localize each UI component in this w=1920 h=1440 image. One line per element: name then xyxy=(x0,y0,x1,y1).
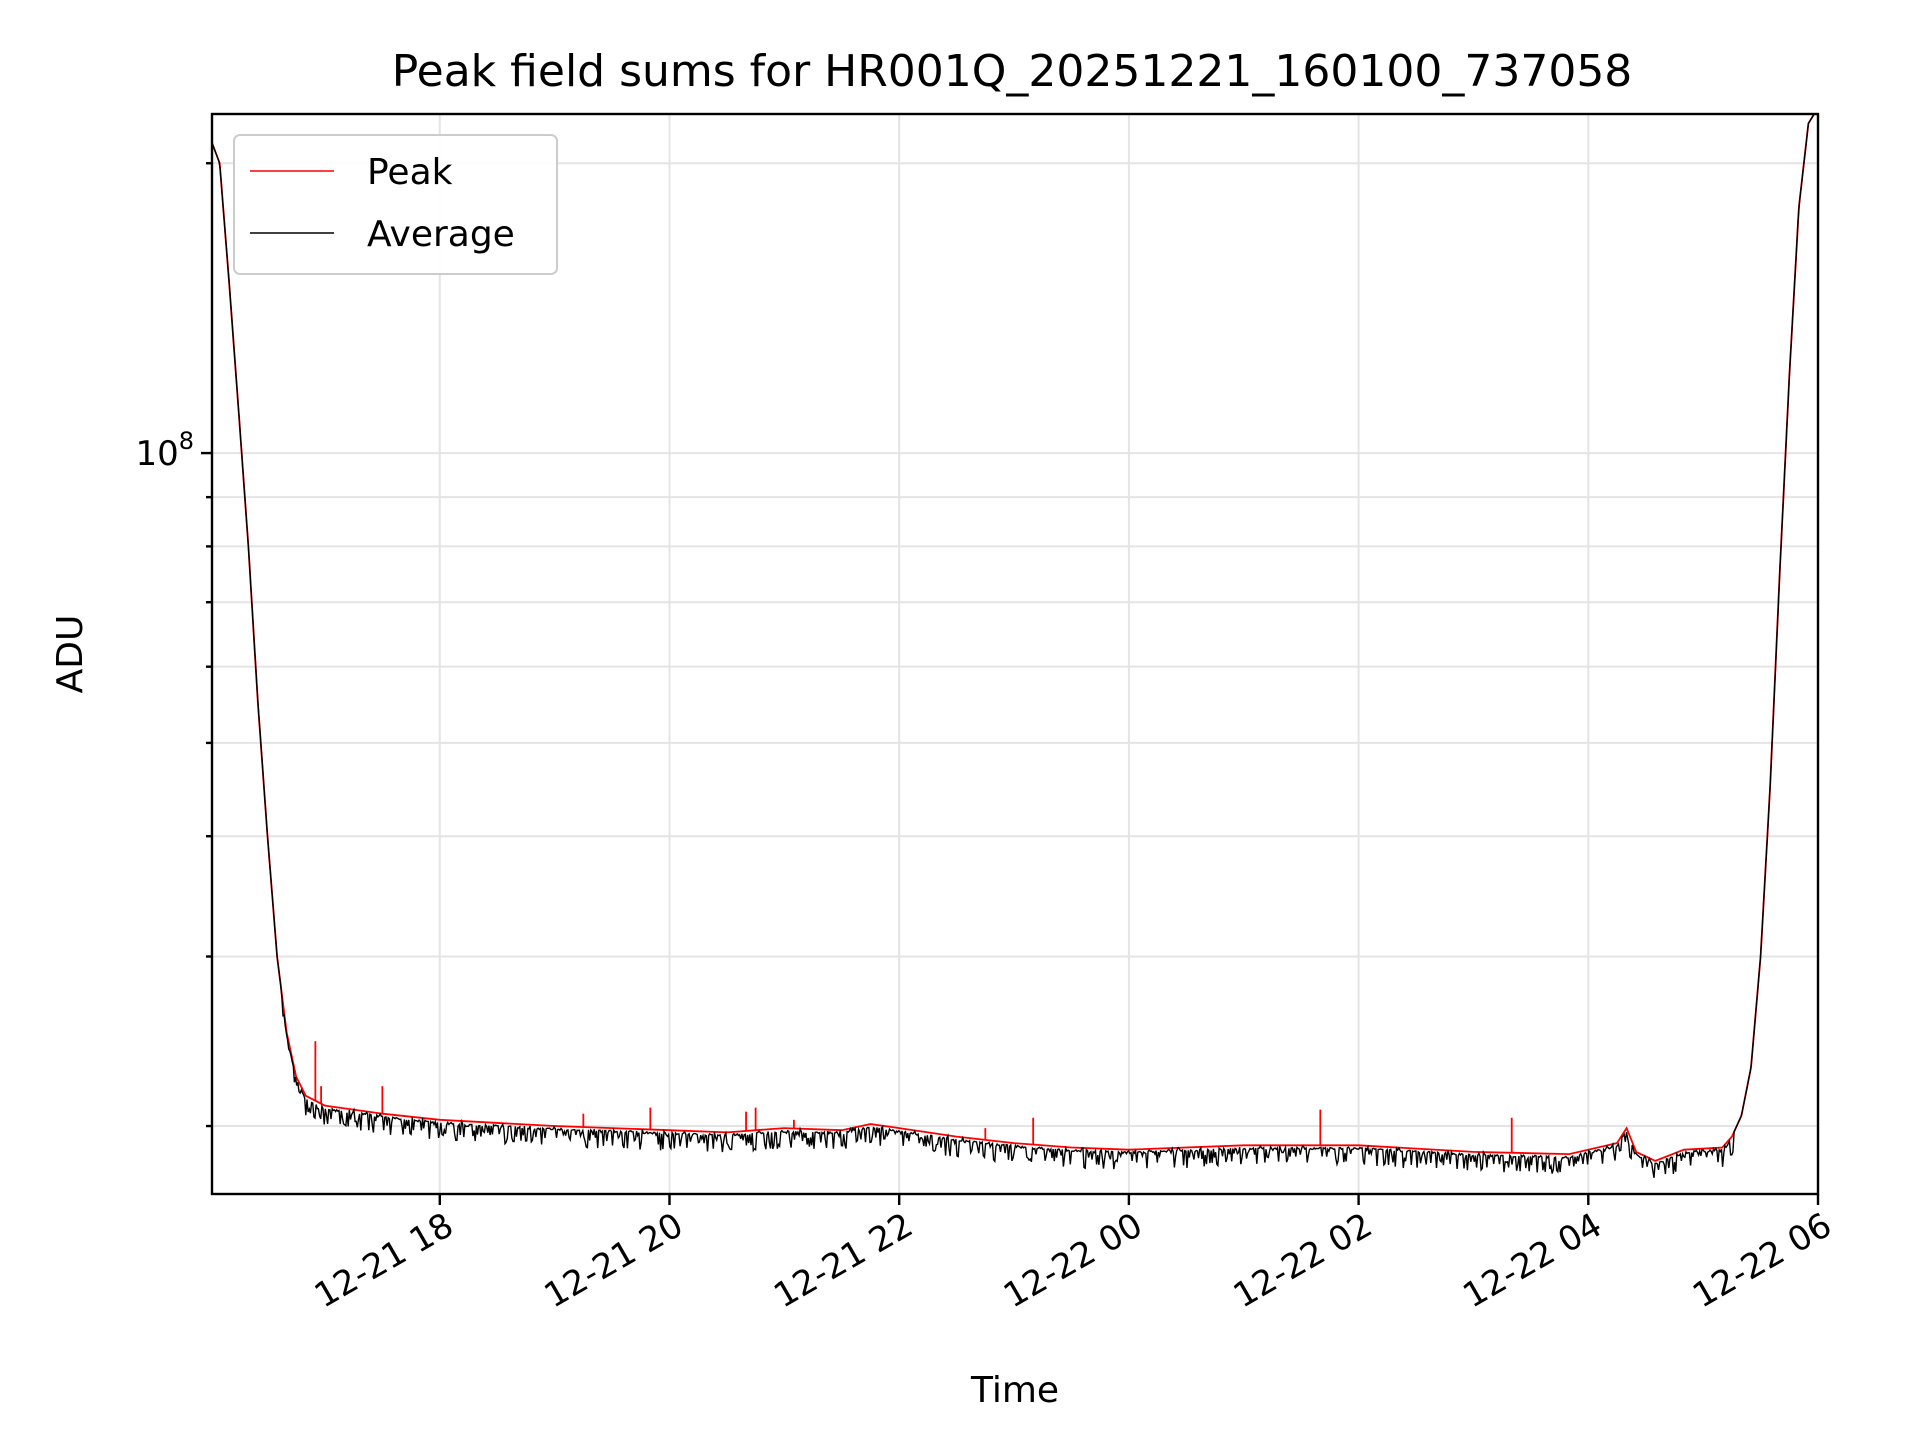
y-tick-exponent: 8 xyxy=(179,427,194,455)
series-average-line xyxy=(212,114,1815,1178)
x-tick-label: 12-21 20 xyxy=(538,1205,690,1316)
legend: Peak Average xyxy=(233,134,558,275)
x-tick-label: 12-22 02 xyxy=(1227,1205,1379,1316)
y-axis-label: ADU xyxy=(50,615,91,694)
y-tick-label: 108 xyxy=(135,427,194,474)
y-tick-base: 10 xyxy=(135,434,178,474)
x-tick-label: 12-22 04 xyxy=(1456,1205,1608,1316)
plot-frame xyxy=(210,112,1820,1196)
legend-box xyxy=(233,134,558,275)
legend-label-average: Average xyxy=(367,214,515,255)
grid-lines xyxy=(212,114,1819,1194)
x-tick-label: 12-22 06 xyxy=(1686,1205,1838,1316)
x-tick-label: 12-21 18 xyxy=(308,1205,460,1316)
series-layer xyxy=(212,114,1815,1178)
x-axis-label: Time xyxy=(970,1370,1059,1411)
x-tick-label: 12-21 22 xyxy=(767,1205,919,1316)
x-tick-label: 12-22 00 xyxy=(997,1205,1149,1316)
chart-title: Peak field sums for HR001Q_20251221_1601… xyxy=(392,46,1633,97)
legend-label-peak: Peak xyxy=(367,152,453,193)
